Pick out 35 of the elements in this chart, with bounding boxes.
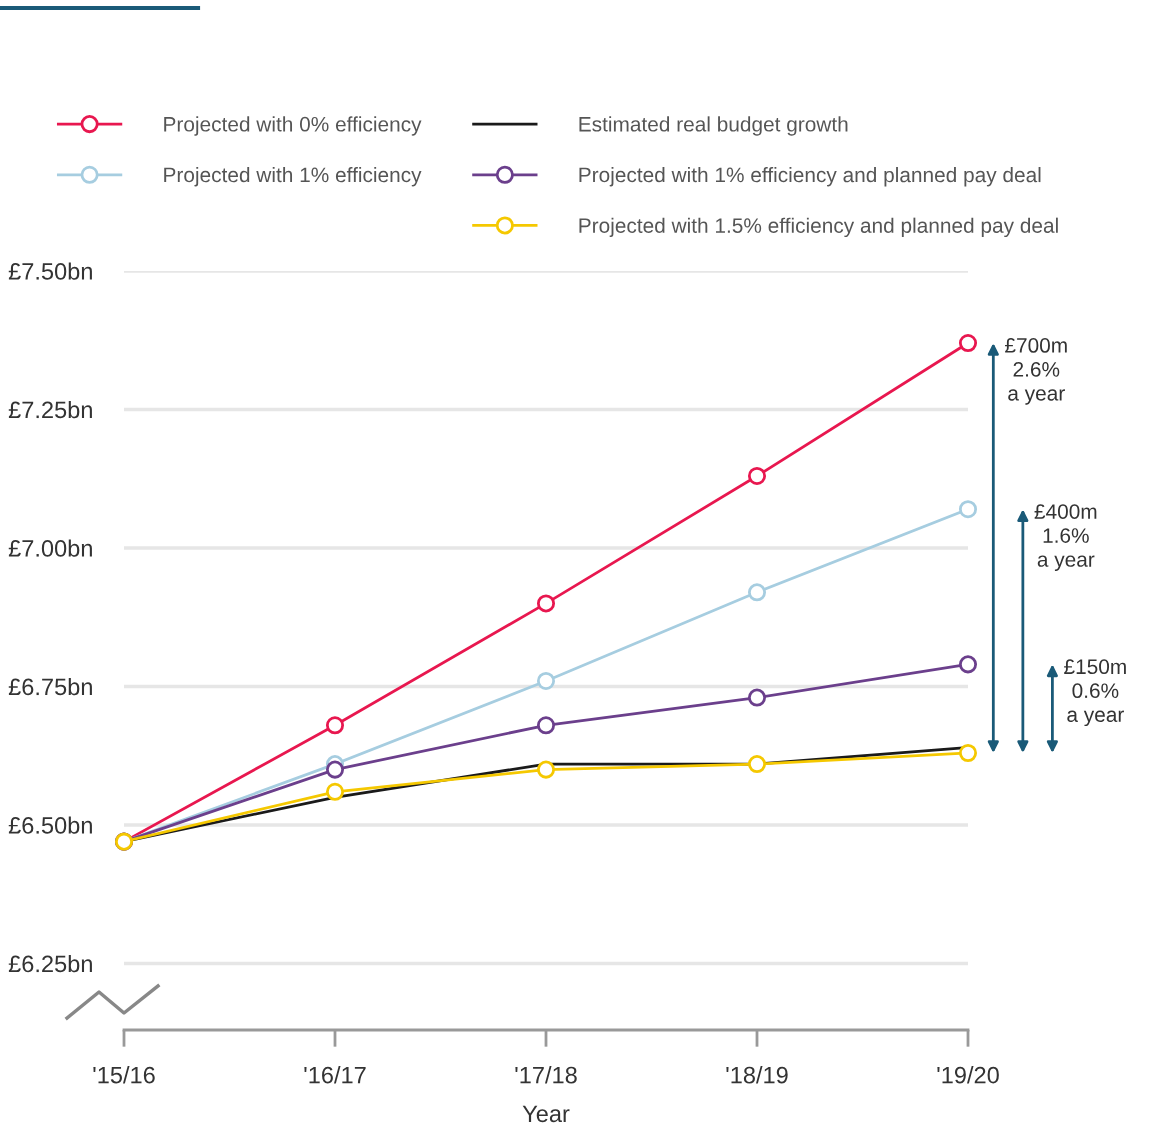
legend-label: Projected with 1% efficiency and planned pay deal [579,166,1041,187]
point [747,583,767,602]
y-tick-label: £7.00bn [8,539,92,557]
point [325,760,345,779]
legend-label: Projected with 1.5% efficiency and planned pay deal [579,217,1058,238]
x-tick-label: '17/18 [515,1066,577,1084]
x-axis-title: Year [522,1105,570,1123]
point [747,466,767,486]
text: £150m 0.6% a year [1064,659,1126,727]
point [325,782,345,801]
point [325,716,345,735]
x-tick-label: '15/16 [93,1066,155,1084]
y-tick-label: £7.50bn [8,262,92,280]
point [536,760,556,779]
y-tick-label: £6.50bn [8,816,92,834]
text: £400m 1.6% a year [1034,504,1097,571]
text: £700m 2.6% a year [1005,338,1067,405]
point [958,655,978,674]
point [958,500,978,519]
legend-label: Estimated real budget growth [579,116,848,136]
legend-label: Projected with 0% efficiency [164,116,422,136]
y-tick-label: £6.75bn [8,677,92,696]
legend-label: Projected with 1% efficiency [164,166,422,187]
x-tick-label: '19/20 [937,1066,999,1084]
y-tick-label: £7.25bn [8,400,92,419]
x-tick-label: '16/17 [304,1066,366,1084]
point [536,594,556,613]
y-tick-label: £6.25bn [8,954,92,973]
point [958,333,978,353]
point [536,671,556,690]
point [958,743,978,763]
x-tick-label: '18/19 [726,1066,788,1084]
point [536,716,556,735]
point [747,688,767,707]
point [747,755,767,774]
